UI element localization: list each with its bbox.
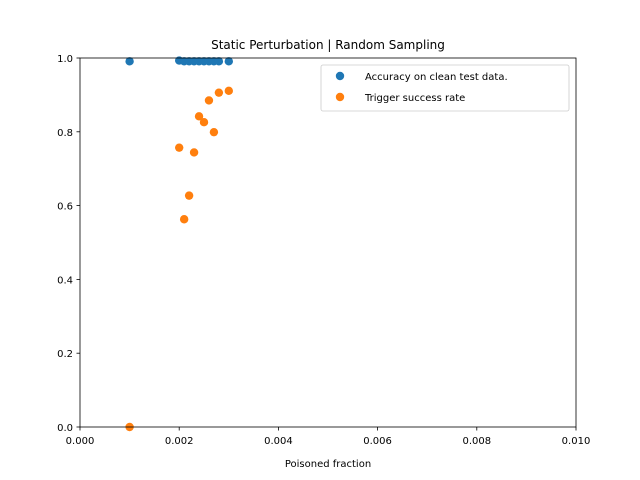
plot-area xyxy=(125,56,233,432)
data-point-series-1 xyxy=(209,127,219,137)
data-point-series-1 xyxy=(194,112,204,121)
x-axis-label: Poisoned fraction xyxy=(285,459,371,470)
axes-frame xyxy=(79,57,577,428)
axes: 0.000 0.002 0.004 0.006 0.008 0.010 0.0 0.2 0.4 0… xyxy=(57,54,590,447)
data-point-series-1 xyxy=(224,86,233,96)
y-tick-label: 0.8 xyxy=(57,128,73,139)
data-point-series-1 xyxy=(214,88,224,97)
legend: Accuracy on clean test data. Trigger succ… xyxy=(320,64,570,112)
x-tick-label: 0.000 xyxy=(66,436,95,447)
data-point-series-0 xyxy=(125,57,134,66)
legend-label-series-0: Accuracy on clean test data. xyxy=(365,72,508,83)
legend-label-series-1: Trigger success rate xyxy=(364,93,465,104)
legend-marker-series-1 xyxy=(335,92,345,102)
y-tick-label: 0.2 xyxy=(57,349,73,360)
x-tick-label: 0.002 xyxy=(165,436,194,447)
legend-marker-series-0 xyxy=(335,71,345,81)
data-point-series-1 xyxy=(175,143,184,152)
legend-box xyxy=(320,64,570,112)
data-point-series-1 xyxy=(199,118,209,127)
data-point-series-1 xyxy=(204,96,214,105)
data-point-series-0 xyxy=(214,57,224,66)
y-tick-label: 0.4 xyxy=(57,275,73,286)
x-tick-label: 0.010 xyxy=(562,436,591,447)
chart-title: Static Perturbation | Random Sampling xyxy=(211,38,445,52)
x-tick-label: 0.004 xyxy=(264,436,293,447)
y-tick-label: 1.0 xyxy=(57,54,73,65)
x-tick-label: 0.006 xyxy=(363,436,392,447)
y-tick-label: 0.6 xyxy=(57,202,73,213)
x-tick-label: 0.008 xyxy=(462,436,491,447)
y-tick-label: 0.0 xyxy=(57,423,73,434)
data-point-series-0 xyxy=(224,57,233,66)
data-point-series-1 xyxy=(184,191,194,200)
data-point-series-1 xyxy=(189,148,199,157)
data-point-series-1 xyxy=(179,215,189,224)
